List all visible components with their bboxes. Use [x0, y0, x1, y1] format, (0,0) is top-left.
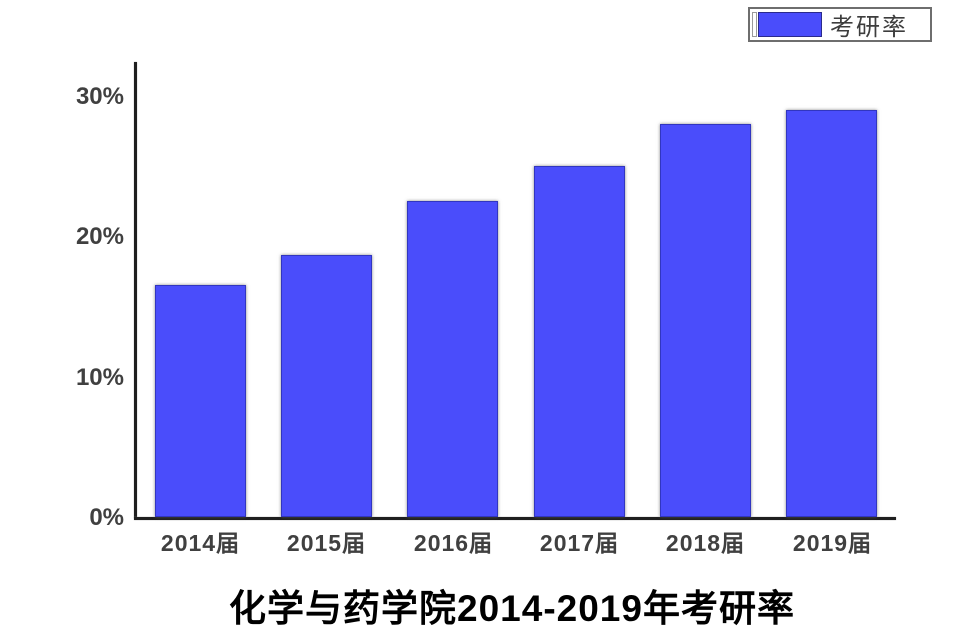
- x-axis-tick-label: 2016届: [413, 530, 494, 556]
- x-axis-line: [134, 517, 896, 520]
- y-axis-line: [134, 62, 137, 518]
- bar: [534, 166, 625, 517]
- bar: [786, 110, 877, 517]
- bar: [407, 201, 498, 517]
- legend-color-swatch: [758, 12, 822, 37]
- chart-title: 化学与药学院2014-2019年考研率: [229, 588, 795, 629]
- x-axis-tick-label: 2014届: [160, 530, 241, 556]
- x-axis-tick-label: 2015届: [286, 530, 367, 556]
- bar: [660, 124, 751, 517]
- legend-marker-line: [752, 12, 757, 37]
- x-axis-tick-label: 2017届: [539, 530, 620, 556]
- y-axis-tick-label: 0%: [89, 504, 124, 531]
- y-axis-tick-label: 20%: [75, 223, 124, 250]
- legend-label: 考研率: [830, 14, 908, 41]
- x-axis-tick-label: 2019届: [792, 530, 873, 556]
- x-axis-tick-label: 2018届: [665, 530, 746, 556]
- legend: 考研率: [748, 7, 932, 42]
- bar: [281, 255, 372, 517]
- bar: [155, 285, 246, 517]
- y-axis-tick-label: 10%: [75, 364, 124, 391]
- y-axis-tick-label: 30%: [75, 83, 124, 110]
